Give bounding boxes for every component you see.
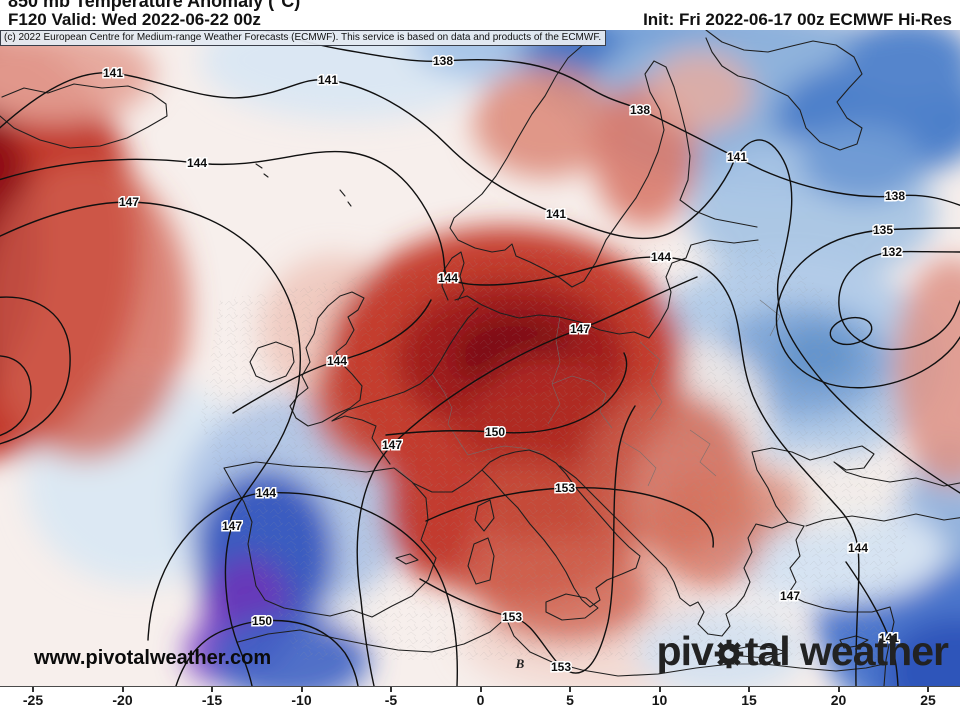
contour-label: 147	[222, 519, 242, 533]
contour-label: 144	[848, 541, 868, 555]
contour-label: 141	[103, 66, 123, 80]
gear-icon	[714, 639, 744, 668]
height-contours	[0, 30, 960, 686]
contour-label: 147	[780, 589, 800, 603]
anomaly-field-svg: 141 141 138 138 141 138 135 132 144 147 141 144 144 1…	[0, 30, 960, 686]
contour-label: 141	[879, 631, 899, 645]
watermark-url: www.pivotalweather.com	[34, 647, 272, 669]
map-annotation-b: B	[515, 656, 525, 671]
scale-tick-label: 15	[741, 692, 757, 708]
map-canvas[interactable]: 141 141 138 138 141 138 135 132 144 147 141 144 144 1…	[0, 30, 960, 686]
contour-label: 153	[551, 660, 571, 674]
contour-label: 141	[727, 150, 747, 164]
brand-text-pre: piv	[656, 628, 714, 674]
contour-label: 138	[630, 103, 650, 117]
contour-label: 138	[885, 189, 905, 203]
scale-tick-label: -5	[384, 692, 398, 708]
scale-tick-label: 25	[920, 692, 936, 708]
scale-tick	[32, 687, 34, 692]
scale-tick	[121, 687, 124, 692]
contour-label: 150	[485, 425, 505, 439]
contour-label: 147	[570, 322, 590, 336]
colorbar-scale: -25 -20 -15 -10 -5 0 5 10 15 20 25	[0, 686, 960, 710]
scale-tick-label: -15	[201, 692, 223, 708]
scale-tick	[748, 687, 750, 692]
brand-text-post: tal weather	[744, 628, 949, 674]
product-title: 850 mb Temperature Anomaly (°C)	[8, 0, 301, 11]
contour-label: 144	[187, 156, 207, 170]
admin-borders-texture	[200, 240, 920, 660]
scale-tick-label: -20	[112, 692, 133, 708]
contour-label: 150	[252, 614, 272, 628]
init-time: Init: Fri 2022-06-17 00z ECMWF Hi-Res	[643, 10, 952, 29]
scale-tick-label: -10	[291, 692, 312, 708]
scale-tick	[658, 687, 661, 692]
scale-tick	[837, 687, 840, 692]
contour-label: 153	[502, 610, 522, 624]
scale-tick-label: 0	[476, 692, 485, 708]
country-borders	[395, 299, 781, 487]
contour-label: 144	[256, 486, 276, 500]
contour-label: 132	[882, 245, 902, 259]
scale-tick	[479, 687, 482, 692]
contour-label: 144	[327, 354, 347, 368]
map-header: 850 mb Temperature Anomaly (°C) F120 Val…	[0, 0, 960, 30]
contour-label: 141	[546, 207, 566, 221]
scale-tick	[211, 687, 213, 692]
scale-tick-label: -25	[22, 692, 44, 708]
contour-label: 153	[555, 481, 575, 495]
coastlines	[0, 30, 960, 686]
contour-label: 147	[119, 195, 139, 209]
contour-label: 138	[433, 54, 453, 68]
scale-tick	[927, 687, 929, 692]
valid-time: F120 Valid: Wed 2022-06-22 00z	[8, 10, 261, 29]
scale-tick-label: 10	[651, 692, 668, 708]
scale-tick	[300, 687, 303, 692]
scale-tick	[390, 687, 392, 692]
scale-tick	[569, 687, 571, 692]
scale-tick-label: 5	[566, 692, 574, 708]
copyright-attribution: (c) 2022 European Centre for Medium-rang…	[0, 30, 607, 46]
contour-label: 141	[318, 73, 338, 87]
contour-label: 135	[873, 223, 893, 237]
contour-labels: 141 141 138 138 141 138 135 132 144 147 141 144 144 1…	[101, 53, 906, 676]
brand-logo: piv tal weather	[656, 628, 949, 674]
contour-label: 144	[651, 250, 671, 264]
contour-label: 147	[382, 438, 402, 452]
scale-tick-label: 20	[830, 692, 847, 708]
contour-label: 144	[438, 271, 458, 285]
